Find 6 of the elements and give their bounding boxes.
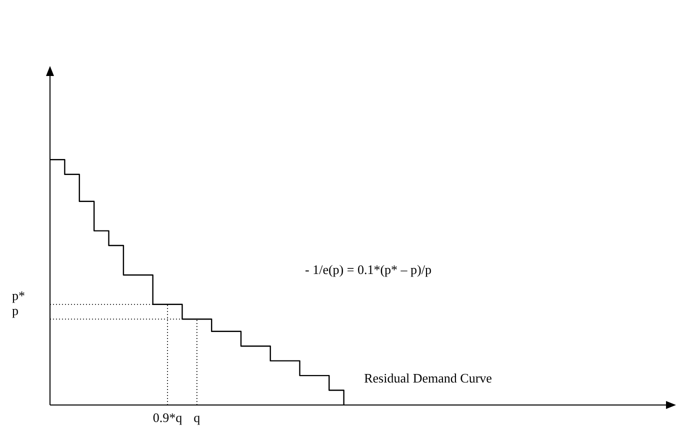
series-label: Residual Demand Curve — [364, 370, 492, 386]
ref-line-label: p — [12, 303, 18, 320]
x-tick-label: q — [194, 410, 201, 426]
ref-line-label: p* — [12, 288, 25, 304]
annotation: - 1/e(p) = 0.1*(p* – p)/p — [305, 262, 432, 278]
x-tick-label: 0.9*q — [152, 410, 183, 426]
